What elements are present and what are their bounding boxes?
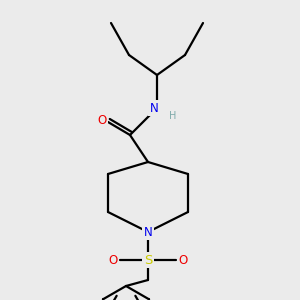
Text: O: O (108, 254, 118, 266)
Text: H: H (169, 111, 177, 121)
Text: O: O (178, 254, 188, 266)
Text: S: S (144, 254, 152, 266)
Text: O: O (98, 113, 106, 127)
Text: N: N (150, 101, 158, 115)
Text: N: N (144, 226, 152, 238)
